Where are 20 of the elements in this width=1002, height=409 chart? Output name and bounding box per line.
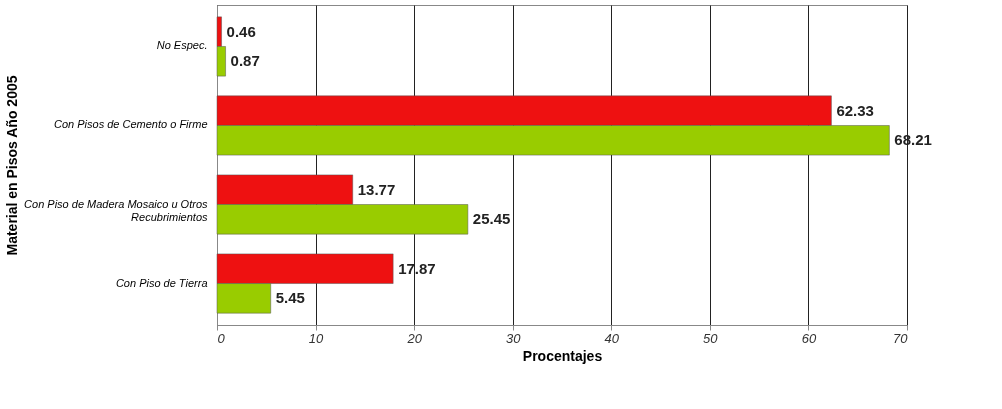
data-label: 0.87 [230,52,260,70]
data-label: 5.45 [275,289,305,307]
data-label: 0.46 [226,22,256,40]
x-tick-label: 50 [703,330,719,346]
x-tick-label: 70 [893,330,909,346]
x-tick-label: 20 [406,330,423,346]
y-tick-label: Con Piso de Tierra [115,276,208,289]
data-label: 25.45 [472,210,511,228]
y-tick-label: Con Piso de Madera Mosaico u Otros Recubrimientos [24,197,208,223]
y-axis-title: Material en Pisos Año 2005 [4,75,21,256]
x-tick-label: 10 [308,330,325,346]
x-tick-label: 60 [801,330,817,346]
data-label: 13.77 [357,180,396,198]
x-axis-title: Procentajes [522,347,603,364]
y-tick-label: No Espec. [156,39,208,52]
x-tick-label: 0 [217,330,226,346]
x-tick-label: 40 [604,330,620,346]
x-tick-label: 30 [505,330,522,346]
data-label: 62.33 [836,101,874,119]
y-tick-label: Con Pisos de Cemento o Firme [54,118,208,131]
